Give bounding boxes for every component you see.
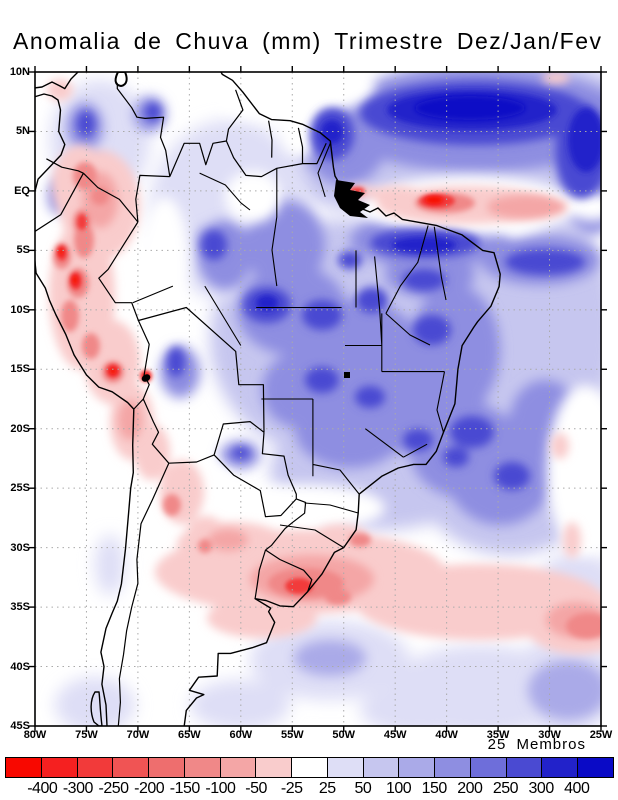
water-bodies <box>114 72 370 382</box>
lon-tick-label: 80W <box>23 729 47 741</box>
colorbar-label: -200 <box>134 780 165 797</box>
lon-tick-label: 30W <box>538 729 561 741</box>
state-borders <box>132 143 447 549</box>
colorbar-label: 25 <box>318 780 336 797</box>
lat-tick-label: 40S <box>10 660 30 673</box>
lat-tick-label: 30S <box>10 541 30 554</box>
colorbar-cell <box>435 758 471 777</box>
colorbar-label: -50 <box>245 780 267 797</box>
colorbar-cell <box>77 758 114 777</box>
colorbar-label: 150 <box>421 780 448 797</box>
colorbar-label: 400 <box>564 780 590 797</box>
lon-tick-label: 40W <box>435 729 458 741</box>
lon-tick-label: 60W <box>229 729 253 741</box>
colorbar-cell <box>363 758 400 777</box>
colorbar-label: -100 <box>205 780 236 797</box>
lat-tick-label: 20S <box>10 422 30 435</box>
colorbar-cell <box>292 758 328 777</box>
colorbar-cell <box>184 758 221 777</box>
lon-tick-label: 50W <box>332 729 356 741</box>
anomaly-field <box>47 72 601 726</box>
colorbar-cell <box>113 758 150 777</box>
colorbar-cell <box>6 758 42 777</box>
graticule <box>35 72 601 726</box>
lat-tick-label: 5S <box>16 244 30 257</box>
lon-tick-label: 35W <box>486 729 510 741</box>
colorbar <box>5 757 614 778</box>
lat-tick-label: 35S <box>10 601 30 614</box>
colorbar-cell <box>220 758 257 777</box>
lat-tick-label: 45S <box>10 720 30 732</box>
lat-tick-label: 10N <box>9 66 30 78</box>
colorbar-cell <box>327 758 364 777</box>
plot-frame <box>34 71 602 727</box>
lat-tick-label: 10S <box>10 303 30 316</box>
colorbar-label: 50 <box>354 780 372 797</box>
colorbar-cell <box>470 758 507 777</box>
lon-tick-label: 45W <box>383 729 407 741</box>
colorbar-cell <box>399 758 436 777</box>
colorbar-label: -150 <box>169 780 201 797</box>
colorbar-cell <box>149 758 185 777</box>
colorbar-label: -400 <box>27 780 58 797</box>
lon-tick-label: 65W <box>178 729 201 741</box>
colorbar-cell <box>578 758 614 777</box>
colorbar-cell <box>506 758 543 777</box>
lon-tick-label: 75W <box>75 729 98 741</box>
colorbar-label: 200 <box>457 780 483 797</box>
colorbar-label: -250 <box>98 780 129 797</box>
lat-tick-label: 5N <box>15 125 30 138</box>
lon-tick-label: 70W <box>126 729 150 741</box>
lat-tick-label: EQ <box>14 184 30 197</box>
lat-tick-label: 15S <box>10 363 30 376</box>
colorbar-label: 300 <box>528 780 555 797</box>
lon-tick-label: 55W <box>280 729 304 741</box>
ensemble-members-label: 25 Membros <box>487 736 586 753</box>
colorbar-cell <box>41 758 78 777</box>
colorbar-cell <box>256 758 293 777</box>
axis-ticks <box>29 66 607 732</box>
page-title: Anomalia de Chuva (mm) Trimestre Dez/Jan… <box>13 28 603 54</box>
colorbar-label: -25 <box>280 780 303 797</box>
colorbar-label: -300 <box>62 780 94 797</box>
colorbar-label: 100 <box>385 780 412 797</box>
lon-tick-label: 25W <box>589 729 613 741</box>
colorbar-label: 250 <box>492 780 519 797</box>
lat-tick-label: 25S <box>10 482 30 495</box>
colorbar-cell <box>542 758 579 777</box>
coastline <box>35 72 501 726</box>
